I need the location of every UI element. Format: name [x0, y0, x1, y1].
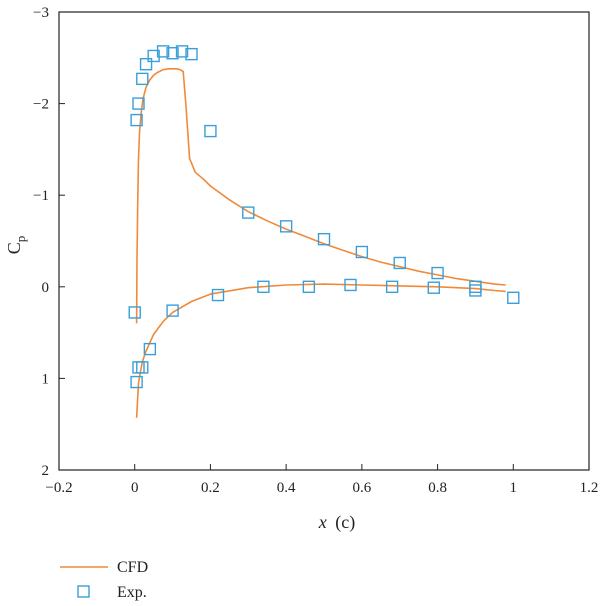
x-tick-label: −0.2 — [45, 480, 72, 496]
exp-point — [130, 375, 143, 389]
exp-point — [317, 232, 331, 246]
y-tick-label: 2 — [42, 463, 50, 479]
cfd-line — [135, 68, 506, 324]
exp-point — [156, 45, 170, 58]
exp-point — [385, 280, 399, 293]
y-tick-label: −1 — [33, 188, 49, 204]
exp-point — [344, 278, 357, 292]
cfd-line — [135, 283, 506, 418]
exp-point — [147, 49, 160, 63]
exp-point — [279, 220, 293, 233]
legend-exp-marker — [77, 585, 90, 598]
exp-point — [507, 291, 520, 304]
legend: CFD Exp. — [60, 559, 148, 601]
y-axis-ticks: −3 −2 −1 0 1 2 — [33, 5, 65, 479]
exp-series — [128, 45, 520, 389]
x-axis-title: x (c) — [318, 512, 355, 533]
exp-point — [204, 124, 217, 138]
x-tick-label: 1.2 — [580, 480, 599, 496]
exp-point — [128, 306, 141, 319]
exp-point — [185, 47, 198, 61]
exp-point — [136, 72, 149, 86]
exp-point — [166, 47, 179, 60]
y-axis-title-main: C — [4, 242, 24, 254]
plot-frame — [58, 11, 590, 471]
y-tick-label: 0 — [42, 280, 50, 296]
exp-point — [130, 113, 143, 127]
exp-point — [242, 206, 255, 219]
y-axis-title-sub: p — [13, 236, 28, 243]
exp-point — [355, 245, 369, 259]
y-tick-label: −3 — [33, 5, 49, 21]
exp-point — [257, 280, 270, 293]
exp-point — [427, 281, 440, 294]
x-axis-title-unit: (c) — [335, 512, 355, 533]
legend-cfd-label: CFD — [117, 559, 148, 576]
x-tick-label: 0.8 — [428, 480, 447, 496]
exp-point — [175, 45, 189, 58]
exp-point — [143, 342, 157, 356]
exp-point — [132, 97, 145, 110]
exp-point — [302, 280, 316, 293]
y-tick-label: 1 — [42, 371, 50, 387]
x-tick-label: 0.2 — [201, 480, 220, 496]
exp-point — [431, 266, 444, 280]
exp-point — [136, 361, 149, 374]
x-tick-label: 0.4 — [277, 480, 296, 496]
x-tick-label: 0 — [131, 480, 139, 496]
x-axis-title-main: x — [318, 512, 327, 532]
x-tick-label: 0.6 — [352, 480, 371, 496]
exp-point — [393, 256, 406, 270]
y-tick-label: −2 — [33, 97, 49, 113]
x-tick-label: 1 — [510, 480, 518, 496]
exp-point — [469, 284, 482, 297]
legend-exp-label: Exp. — [117, 584, 147, 601]
exp-point — [469, 280, 482, 293]
exp-point — [166, 304, 179, 317]
x-axis-ticks: −0.2 0 0.2 0.4 0.6 0.8 1 1.2 — [45, 464, 598, 496]
exp-point — [211, 288, 225, 302]
exp-point — [139, 58, 153, 71]
cfd-series — [135, 68, 506, 418]
y-axis-title: Cp — [4, 236, 28, 255]
